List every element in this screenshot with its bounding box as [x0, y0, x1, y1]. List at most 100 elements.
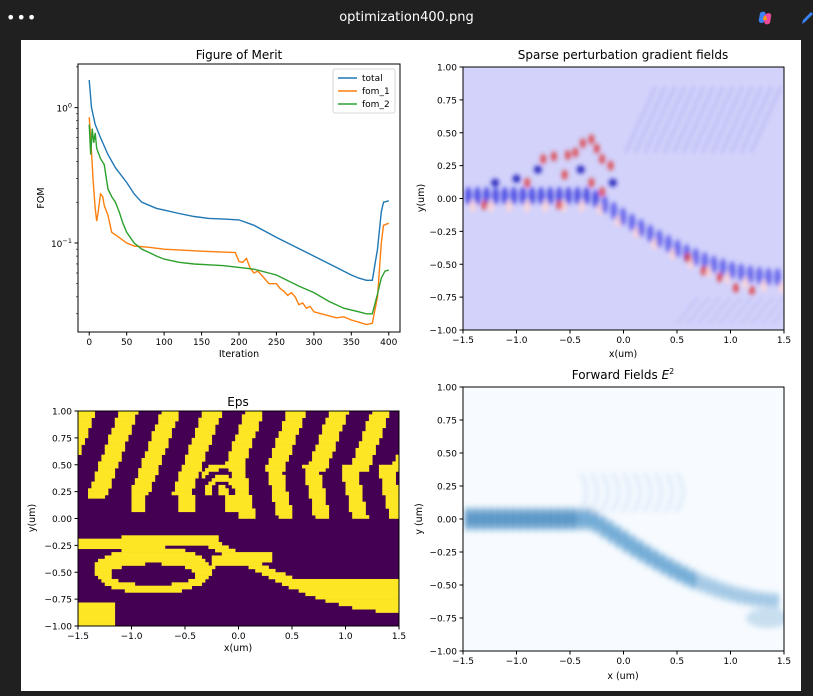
eps-cell-run [218, 484, 226, 489]
eps-cell-run [144, 454, 162, 459]
eps-cell-run [78, 437, 85, 442]
y-tick-label: −0.50 [44, 569, 72, 579]
eps-cell-run [318, 434, 340, 439]
eps-cell-run [312, 501, 326, 506]
eps-cell-run [358, 444, 376, 449]
field-fringe [761, 296, 784, 325]
field-lobe [532, 507, 540, 531]
field-lobe [737, 263, 745, 282]
eps-cell-run [178, 474, 199, 479]
eps-cell-run [322, 424, 343, 429]
y-tick-label: 0.50 [437, 129, 457, 139]
field-lobe [622, 529, 630, 554]
field-lobe [574, 186, 581, 205]
field-lobe [701, 251, 709, 270]
eps-cell-run [211, 478, 249, 482]
eps-cell-run [268, 474, 286, 479]
field-hotspot [491, 178, 500, 187]
field-lobe [528, 186, 536, 205]
field-lobe [524, 200, 531, 213]
eps-cell-run [318, 437, 340, 442]
eps-cell-run [215, 474, 229, 479]
field-fringe [633, 85, 667, 154]
field-lobe [689, 568, 697, 590]
field-lobe [592, 509, 600, 534]
eps-cell-run [231, 444, 253, 449]
eps-cell-run [342, 468, 370, 472]
eps-cell-run [375, 609, 400, 613]
eps-cell-run [104, 555, 203, 560]
eps-cell-run [205, 468, 219, 472]
eps-cell-run [181, 464, 203, 469]
eps-cell-run [382, 491, 400, 496]
eps-cell-run [78, 431, 89, 435]
eps-cell-run [388, 508, 400, 513]
field-hotspot [564, 150, 571, 161]
eps-cell-run [138, 468, 159, 472]
x-tick-label: 150 [193, 338, 210, 348]
y-tick-label: −0.50 [429, 582, 457, 592]
forward-field-chart: Forward Fields E2 −1.5 −1.0 −0.5 0.0 0.5 1.0 1… [414, 367, 791, 682]
eps-cell-run [78, 605, 116, 610]
field-lobe [764, 591, 772, 609]
field-lobe [501, 186, 509, 205]
field-fringe [643, 85, 677, 154]
field-lobe [652, 548, 660, 572]
eps-cell-run [158, 417, 179, 422]
field-hotspot [561, 169, 568, 180]
copilot-icon[interactable] [757, 10, 773, 26]
eps-cell-run [235, 491, 249, 496]
field-lobe [577, 507, 585, 531]
eps-cell-run [78, 609, 116, 613]
eps-cell-run [191, 568, 213, 573]
eps-cell-run [178, 508, 196, 513]
x-tick-label: 100 [156, 338, 173, 348]
field-lobe [637, 539, 645, 563]
eps-cell-run [104, 444, 126, 449]
eps-cell-run [178, 494, 196, 499]
field-fringe [620, 472, 631, 514]
x-tick-label: −1.0 [506, 336, 528, 346]
eps-cell-run [271, 488, 286, 492]
eps-cell-run [195, 575, 209, 580]
eps-cell-run [141, 461, 162, 466]
eps-cell-run [78, 538, 219, 543]
field-lobe [569, 507, 577, 531]
eps-cell-run [312, 508, 330, 513]
eps-cell-run [211, 555, 273, 560]
more-options-button[interactable]: ••• [6, 8, 38, 27]
eps-cell-run [188, 447, 209, 452]
field-lobe [524, 507, 532, 531]
eps-cell-run [225, 461, 246, 466]
eps-cell-run [154, 424, 176, 429]
field-lobe [555, 186, 563, 205]
field-lobe [765, 267, 772, 286]
eps-cell-run [148, 441, 169, 445]
eps-cell-run [78, 444, 82, 449]
eps-cell-run [148, 447, 166, 452]
series-line-fom_1 [88, 117, 390, 326]
y-tick-label: 1.00 [52, 408, 72, 418]
field-hotspot [533, 165, 542, 174]
eps-cell-run [178, 498, 196, 503]
y-tick-label: −0.50 [429, 261, 457, 271]
eps-cell-run [385, 501, 400, 506]
edit-icon[interactable] [800, 10, 813, 26]
eps-cell-run [265, 468, 286, 472]
x-tick-label: 350 [343, 338, 360, 348]
eps-cell-run [322, 427, 343, 432]
fom-xlabel: Iteration [219, 349, 259, 360]
file-name-title: optimization400.png [339, 10, 474, 25]
eps-cell-run [148, 444, 169, 449]
eps-cell-run [275, 444, 293, 449]
eps-cell-run [101, 458, 122, 462]
eps-cell-run [108, 434, 129, 439]
field-lobe [681, 565, 690, 587]
eps-cell-run [265, 464, 286, 469]
eps-cell-run [131, 494, 146, 499]
y-tick-label: −0.25 [429, 228, 457, 238]
eps-cell-run [235, 488, 249, 492]
eps-cell-run [281, 427, 299, 432]
eps-cell-run [388, 515, 400, 519]
eps-cell-run [315, 444, 336, 449]
